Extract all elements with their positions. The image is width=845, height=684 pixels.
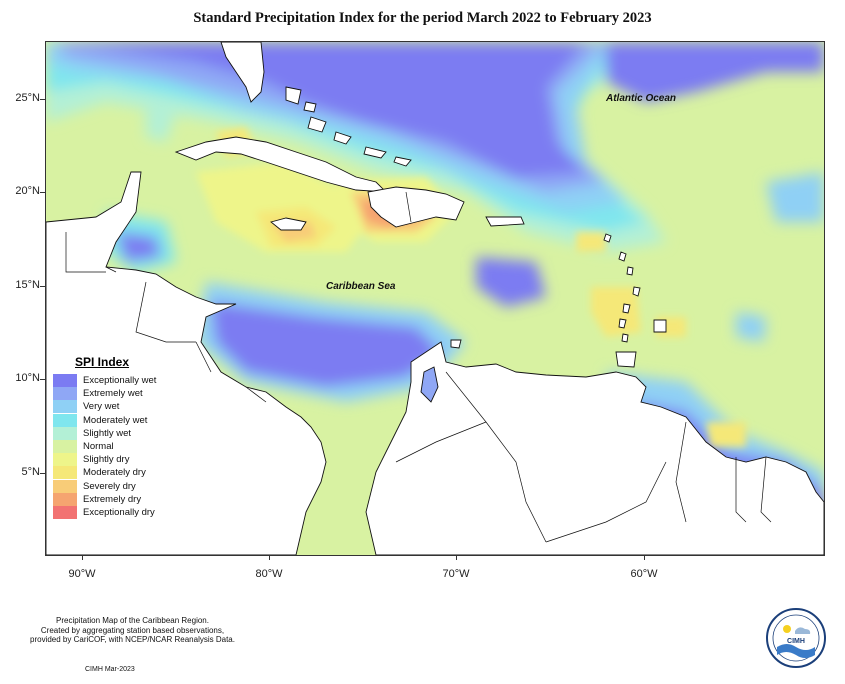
x-tick-mark (644, 555, 645, 560)
legend-swatch (53, 453, 77, 467)
legend-label: Moderately wet (83, 414, 148, 426)
legend-swatch (53, 400, 77, 414)
legend-label: Extremely wet (83, 388, 143, 400)
legend-item: Very wet (53, 400, 183, 414)
waves-icon (777, 644, 815, 658)
legend-swatch (53, 505, 77, 519)
legend-swatch (53, 413, 77, 427)
legend-item: Slightly wet (53, 426, 183, 440)
legend-item: Extremely dry (53, 492, 183, 506)
footer-line-3: provided by CariCOF, with NCEP/NCAR Rean… (30, 635, 235, 644)
sun-icon (783, 625, 791, 633)
y-tick-mark (40, 99, 45, 100)
map-title: Standard Precipitation Index for the per… (193, 10, 652, 26)
y-tick-mark (40, 379, 45, 380)
legend-label: Exceptionally wet (83, 375, 157, 387)
y-tick-10n: 10°N (15, 372, 40, 384)
y-tick-mark (40, 473, 45, 474)
legend-item: Moderately wet (53, 413, 183, 427)
legend-item: Normal (53, 440, 183, 454)
legend-swatch (53, 374, 77, 388)
legend-label: Normal (83, 441, 114, 453)
legend-label: Exceptionally dry (83, 506, 155, 518)
legend-item: Exceptionally wet (53, 374, 183, 388)
x-tick-60w: 60°W (630, 568, 658, 580)
legend-label: Very wet (83, 401, 120, 413)
legend-swatch (53, 466, 77, 480)
footer-credit: CIMH Mar-2023 (85, 666, 135, 673)
cimh-logo: CIMH (766, 608, 826, 668)
spi-legend: SPI Index Exceptionally wet Extremely wet… (53, 355, 183, 519)
footer-line-1: Precipitation Map of the Caribbean Regio… (56, 616, 209, 625)
legend-swatch (53, 387, 77, 401)
legend-swatch (53, 479, 77, 493)
map-canvas (46, 42, 824, 555)
legend-swatch (53, 426, 77, 440)
x-tick-mark (456, 555, 457, 560)
legend-swatch (53, 492, 77, 506)
legend-label: Slightly wet (83, 427, 132, 439)
legend-item: Slightly dry (53, 453, 183, 467)
legend-item: Exceptionally dry (53, 505, 183, 519)
y-tick-mark (40, 192, 45, 193)
x-tick-80w: 80°W (255, 568, 283, 580)
logo-text: CIMH (787, 638, 805, 645)
x-tick-mark (269, 555, 270, 560)
legend-item: Extremely wet (53, 387, 183, 401)
land (46, 42, 824, 555)
footer-description: Precipitation Map of the Caribbean Regio… (0, 616, 265, 645)
y-tick-20n: 20°N (15, 185, 40, 197)
legend-label: Extremely dry (83, 493, 142, 505)
y-tick-15n: 15°N (15, 279, 40, 291)
x-tick-mark (82, 555, 83, 560)
atlantic-ocean-label: Atlantic Ocean (606, 93, 677, 104)
cloud-icon (795, 627, 811, 634)
y-tick-mark (40, 286, 45, 287)
x-tick-90w: 90°W (68, 568, 96, 580)
x-tick-70w: 70°W (442, 568, 470, 580)
caribbean-sea-label: Caribbean Sea (326, 281, 396, 292)
spi-map: Atlantic Ocean Caribbean Sea (45, 41, 825, 556)
borders (65, 191, 772, 543)
y-tick-25n: 25°N (15, 92, 40, 104)
legend-rows: Exceptionally wet Extremely wet Very wet Mo… (53, 374, 183, 519)
wet-zones (46, 42, 824, 555)
legend-item: Severely dry (53, 479, 183, 493)
y-tick-5n: 5°N (21, 466, 40, 478)
footer-line-2: Created by aggregating station based obs… (40, 625, 225, 635)
legend-title: SPI Index (75, 355, 130, 369)
legend-label: Severely dry (83, 480, 136, 492)
legend-label: Moderately dry (83, 467, 146, 479)
legend-label: Slightly dry (83, 454, 130, 466)
legend-item: Moderately dry (53, 466, 183, 480)
legend-swatch (53, 440, 77, 454)
